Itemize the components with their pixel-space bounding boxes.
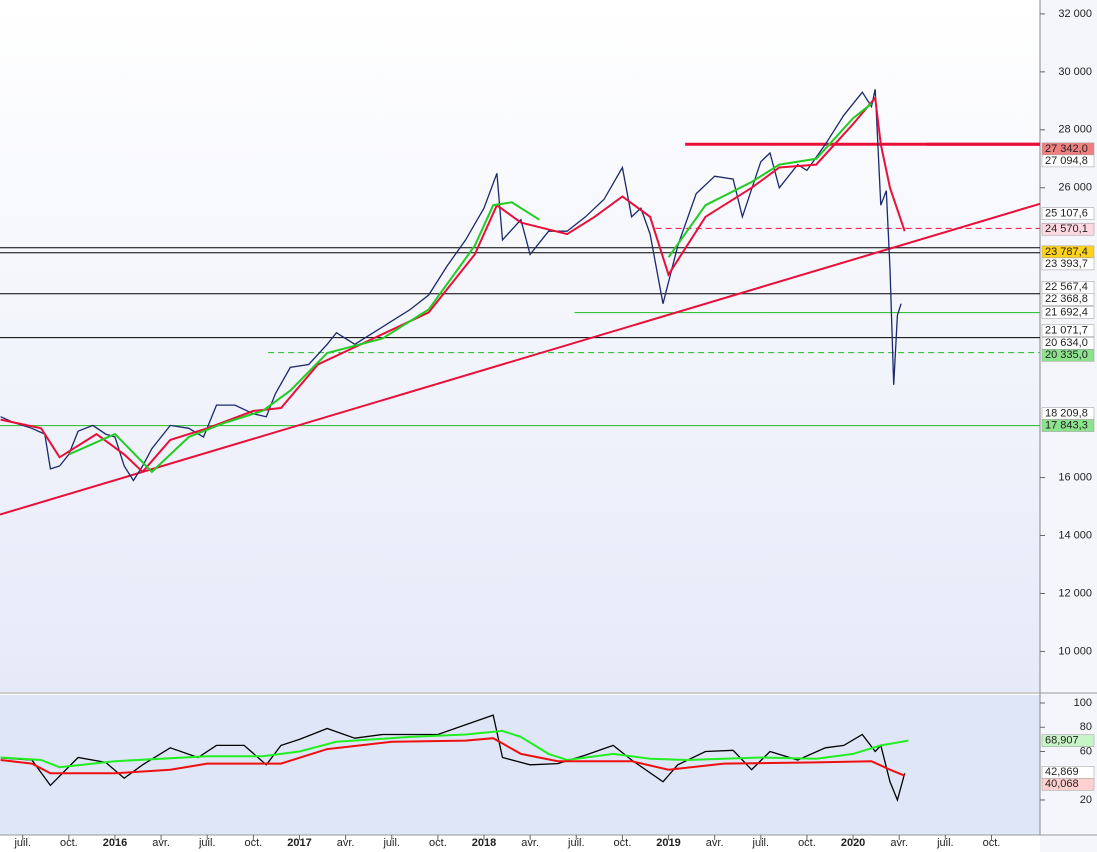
y-tick-label: 30 000: [1058, 66, 1092, 78]
x-tick-label: avr.: [337, 837, 355, 849]
x-tick-label: oct.: [798, 837, 816, 849]
x-tick-label: 2020: [841, 837, 865, 849]
y-tick-label: 32 000: [1058, 8, 1092, 20]
x-tick-label: avr.: [706, 837, 724, 849]
y-tick-label: 100: [1074, 697, 1092, 709]
y-tick-label: 12 000: [1058, 587, 1092, 599]
y-tick-label: 80: [1080, 721, 1092, 733]
price-label: 23 787,4: [1045, 246, 1088, 258]
x-tick-label: oct.: [429, 837, 447, 849]
price-label: 24 570,1: [1045, 223, 1088, 235]
price-label: 25 107,6: [1045, 208, 1088, 220]
price-label-box: [1041, 154, 1095, 168]
price-label: 22 368,8: [1045, 293, 1088, 305]
moving-average: [0, 95, 906, 474]
price-label-box: [1041, 349, 1095, 362]
price-label: 40,068: [1045, 778, 1079, 790]
moving-average: [68, 102, 873, 474]
x-tick-label: oct.: [60, 837, 78, 849]
x-tick-label: 2019: [656, 837, 680, 849]
price-label: 18 209,8: [1045, 407, 1088, 419]
price-label-box: [1041, 419, 1095, 432]
price-label: 20 634,0: [1045, 337, 1088, 349]
x-tick-label: juil.: [752, 837, 770, 849]
moving-average: [0, 729, 909, 769]
oscillator-panel: [0, 695, 1040, 835]
x-tick-label: oct.: [983, 837, 1001, 849]
x-tick-label: juil.: [382, 837, 400, 849]
y-tick-label: 26 000: [1058, 182, 1092, 194]
price-label: 20 335,0: [1045, 349, 1088, 361]
x-tick-label: 2016: [103, 837, 127, 849]
price-label: 27 342,0: [1045, 143, 1088, 155]
y-tick-label: 20: [1080, 794, 1092, 806]
price-label-box: [1041, 324, 1095, 337]
price-label-box: [1041, 292, 1095, 306]
x-tick-label: juil.: [198, 837, 216, 849]
y-tick-label: 16 000: [1058, 471, 1092, 483]
price-label: 68,907: [1045, 735, 1079, 747]
x-tick-label: avr.: [521, 837, 539, 849]
price-label-box: [1041, 207, 1095, 220]
price-label-box: [1041, 257, 1095, 271]
trend-line: [0, 202, 1041, 516]
x-tick-label: 2018: [472, 837, 496, 849]
x-tick-label: avr.: [890, 837, 908, 849]
x-tick-label: 2017: [287, 837, 311, 849]
y-tick-label: 10 000: [1058, 645, 1092, 657]
x-tick-label: oct.: [614, 837, 632, 849]
price-label-box: [1041, 222, 1095, 236]
series-line: [0, 89, 902, 482]
price-label: 23 393,7: [1045, 258, 1088, 270]
x-tick-label: juil.: [13, 837, 31, 849]
x-tick-label: juil.: [567, 837, 585, 849]
series-line: [0, 714, 906, 803]
price-label: 42,869: [1045, 766, 1079, 778]
price-label-box: [1041, 777, 1095, 791]
price-label: 21 692,4: [1045, 307, 1088, 319]
y-tick-label: 60: [1080, 745, 1092, 757]
price-label-box: [1041, 306, 1095, 319]
price-label-box: [1041, 734, 1095, 747]
price-label: 17 843,3: [1045, 419, 1088, 431]
x-tick-label: avr.: [152, 837, 170, 849]
price-label: 27 094,8: [1045, 155, 1088, 167]
price-label: 21 071,7: [1045, 324, 1088, 336]
y-tick-label: 14 000: [1058, 529, 1092, 541]
price-panel: [0, 0, 1040, 692]
x-tick-label: juil.: [936, 837, 954, 849]
moving-average: [0, 737, 906, 777]
price-label: 22 567,4: [1045, 281, 1088, 293]
x-tick-label: oct.: [244, 837, 262, 849]
y-tick-label: 28 000: [1058, 124, 1092, 136]
